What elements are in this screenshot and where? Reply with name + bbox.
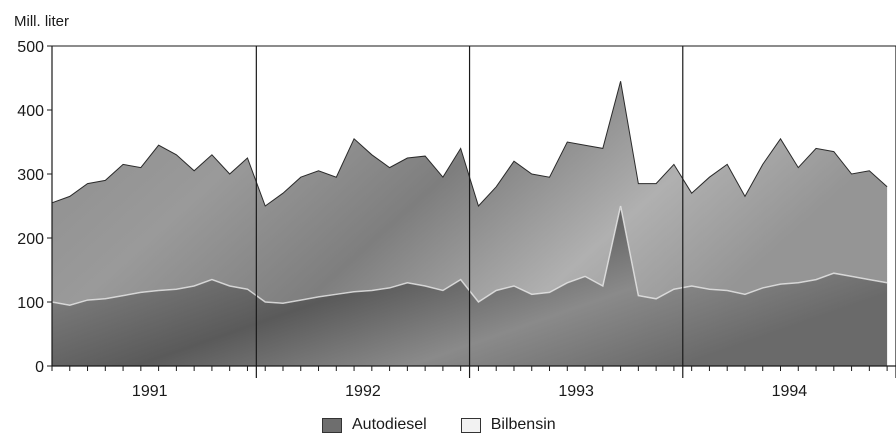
y-tick-label-2: 200	[17, 231, 44, 248]
legend-label-bilbensin: Bilbensin	[490, 416, 556, 433]
x-year-label-1994: 1994	[772, 383, 808, 400]
y-tick-label-4: 400	[17, 103, 44, 120]
legend: Autodiesel Bilbensin	[322, 415, 590, 435]
y-tick-label-1: 100	[17, 295, 44, 312]
legend-item-bilbensin: Bilbensin	[460, 416, 556, 434]
x-year-label-1991: 1991	[132, 383, 168, 400]
y-tick-label-5: 500	[17, 39, 44, 56]
y-tick-label-0: 0	[35, 359, 44, 376]
x-year-label-1992: 1992	[345, 383, 381, 400]
series-area-autodiesel	[52, 206, 888, 366]
y-tick-label-3: 300	[17, 167, 44, 184]
chart: Mill. liter 0 100 200 300 400 500 1991 1992 199…	[14, 13, 896, 400]
legend-swatch-bilbensin	[460, 417, 481, 433]
legend-item-autodiesel: Autodiesel	[322, 416, 427, 434]
legend-label-autodiesel: Autodiesel	[352, 416, 427, 433]
y-unit-label: Mill. liter	[14, 13, 69, 30]
legend-swatch-autodiesel	[322, 417, 342, 433]
x-year-label-1993: 1993	[558, 383, 594, 400]
